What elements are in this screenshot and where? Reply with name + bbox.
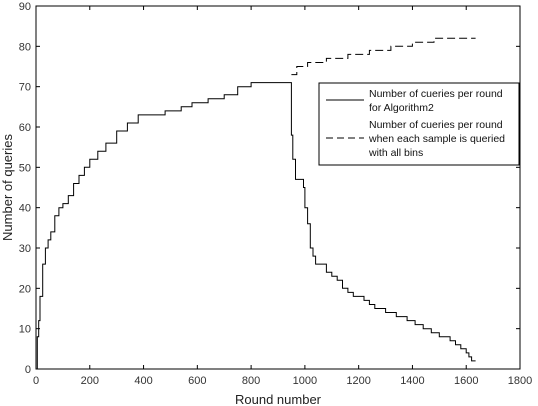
series-line-algorithm2 — [36, 82, 476, 370]
legend-label-all-bins-line1: Number of cueries per round — [369, 119, 503, 131]
y-tick-label: 0 — [25, 364, 31, 376]
x-tick-label: 1800 — [508, 375, 532, 387]
legend: Number of cueries per round for Algorith… — [318, 82, 520, 166]
y-tick-label: 70 — [19, 82, 31, 94]
series-line-all-bins — [291, 37, 476, 76]
y-tick-label: 50 — [19, 162, 31, 174]
y-tick-label: 60 — [19, 122, 31, 134]
x-tick-label: 1400 — [400, 375, 424, 387]
y-tick-label: 80 — [19, 41, 31, 53]
tick-labels: 0 200 400 600 800 1000 1200 1400 1600 1800 0 10 20 30… — [19, 1, 532, 387]
x-tick-label: 800 — [242, 375, 260, 387]
axis-ticks — [35, 5, 521, 370]
x-tick-label: 1000 — [293, 375, 317, 387]
y-tick-label: 30 — [19, 243, 31, 255]
y-tick-label: 90 — [19, 1, 31, 13]
legend-box — [318, 82, 520, 166]
legend-label-all-bins-line2: when each sample is queried — [368, 133, 505, 145]
x-tick-label: 0 — [33, 375, 39, 387]
x-tick-label: 400 — [134, 375, 152, 387]
x-tick-label: 1600 — [454, 375, 478, 387]
x-axis-label: Round number — [235, 392, 322, 406]
y-axis-label: Number of queries — [0, 134, 15, 241]
y-tick-label: 10 — [19, 324, 31, 336]
legend-label-all-bins-line3: with all bins — [368, 147, 423, 159]
x-tick-label: 200 — [81, 375, 99, 387]
x-tick-label: 1200 — [346, 375, 370, 387]
series-group — [36, 37, 476, 370]
legend-label-algorithm2-line1: Number of cueries per round — [369, 88, 503, 100]
y-tick-label: 20 — [19, 283, 31, 295]
plot-frame — [35, 5, 521, 370]
y-tick-label: 40 — [19, 203, 31, 215]
x-tick-label: 600 — [188, 375, 206, 387]
legend-label-algorithm2-line2: for Algorithm2 — [369, 102, 434, 114]
